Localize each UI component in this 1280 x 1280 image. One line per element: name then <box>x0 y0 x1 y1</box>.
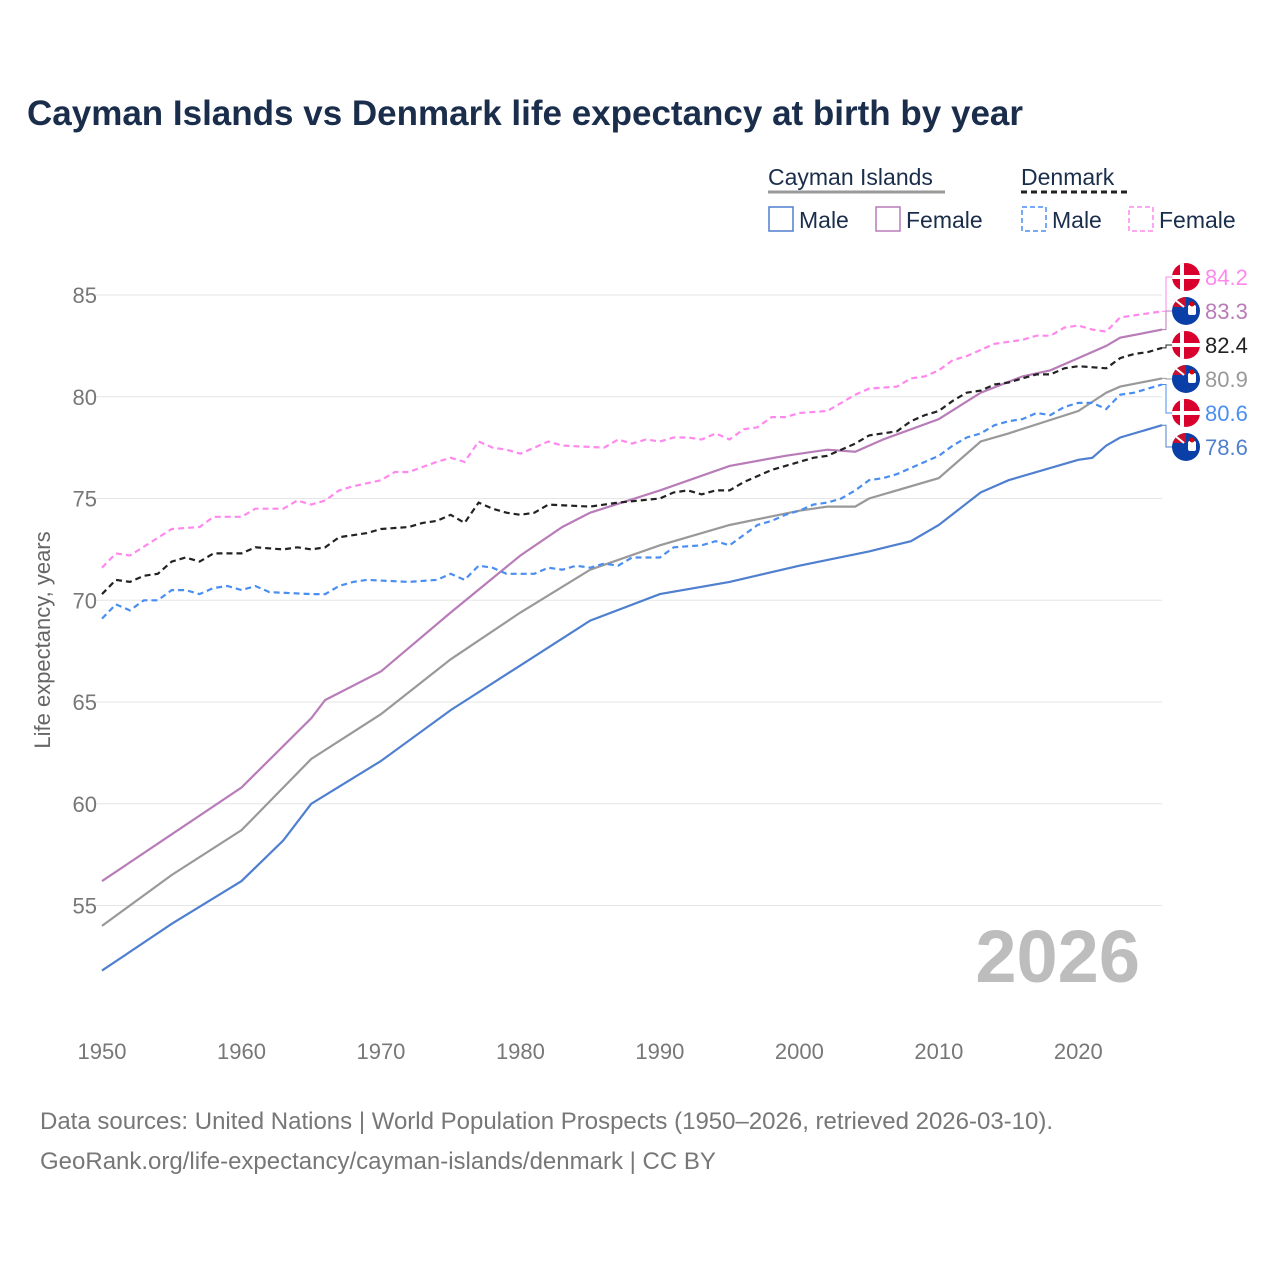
flag-crest <box>1188 441 1196 451</box>
series-line-cayman-islands-female <box>101 328 1163 883</box>
end-value-label: 83.3 <box>1205 299 1248 324</box>
end-value-label: 80.9 <box>1205 367 1248 392</box>
y-tick-label: 85 <box>73 283 97 308</box>
legend-swatch <box>875 206 901 232</box>
flag-union <box>1173 366 1185 376</box>
end-value-label: 80.6 <box>1205 401 1248 426</box>
flag-crest <box>1189 437 1195 443</box>
series-line-cayman-islands-male <box>101 424 1163 972</box>
flag-cross <box>1172 275 1200 279</box>
legend-swatch <box>1021 206 1047 232</box>
y-tick-label: 75 <box>73 487 97 512</box>
flag-union <box>1173 434 1185 444</box>
legend-item-female: Female <box>1159 207 1236 233</box>
flag-crest <box>1188 305 1196 315</box>
y-tick-label: 80 <box>73 385 97 410</box>
flag-union <box>1173 298 1185 308</box>
x-tick-label: 1970 <box>356 1039 405 1064</box>
x-tick-label: 2020 <box>1054 1039 1103 1064</box>
legend-group-denmark: Denmark <box>1021 164 1115 190</box>
year-watermark: 2026 <box>975 915 1140 998</box>
legend-item-male: Male <box>1052 207 1102 233</box>
flag-crest <box>1189 301 1195 307</box>
series-line-denmark-female <box>101 310 1163 569</box>
footer-url: GeoRank.org/life-expectancy/cayman-islan… <box>40 1148 716 1175</box>
x-tick-label: 2000 <box>775 1039 824 1064</box>
y-tick-label: 60 <box>73 792 97 817</box>
series-line-cayman-islands <box>101 377 1163 927</box>
label-connector <box>1162 310 1174 331</box>
series-line-denmark <box>101 346 1163 595</box>
label-connector <box>1162 384 1174 414</box>
legend-item-male: Male <box>799 207 849 233</box>
legend-swatch <box>1128 206 1154 232</box>
x-tick-label: 1980 <box>496 1039 545 1064</box>
series-line-denmark-male <box>101 383 1163 620</box>
flag-crest <box>1189 369 1195 375</box>
footer-sources: Data sources: United Nations | World Pop… <box>40 1108 1054 1135</box>
chart-title: Cayman Islands vs Denmark life expectanc… <box>27 94 1023 133</box>
flag-crest <box>1188 373 1196 383</box>
legend-item-female: Female <box>906 207 983 233</box>
flag-cross <box>1172 343 1200 347</box>
end-value-label: 78.6 <box>1205 435 1248 460</box>
end-value-label: 84.2 <box>1205 265 1248 290</box>
y-axis-label: Life expectancy, years <box>30 531 55 748</box>
label-connector <box>1162 276 1174 312</box>
y-tick-label: 70 <box>73 588 97 613</box>
legend-swatch <box>768 206 794 232</box>
label-connector <box>1162 424 1174 448</box>
x-tick-label: 1950 <box>78 1039 127 1064</box>
label-connector <box>1162 344 1174 349</box>
flag-cross <box>1172 411 1200 415</box>
y-tick-label: 55 <box>73 894 97 919</box>
end-value-label: 82.4 <box>1205 333 1248 358</box>
x-tick-label: 1960 <box>217 1039 266 1064</box>
x-tick-label: 1990 <box>635 1039 684 1064</box>
label-connector <box>1162 377 1174 380</box>
y-tick-label: 65 <box>73 690 97 715</box>
x-tick-label: 2010 <box>914 1039 963 1064</box>
legend-group-cayman: Cayman Islands <box>768 164 933 190</box>
